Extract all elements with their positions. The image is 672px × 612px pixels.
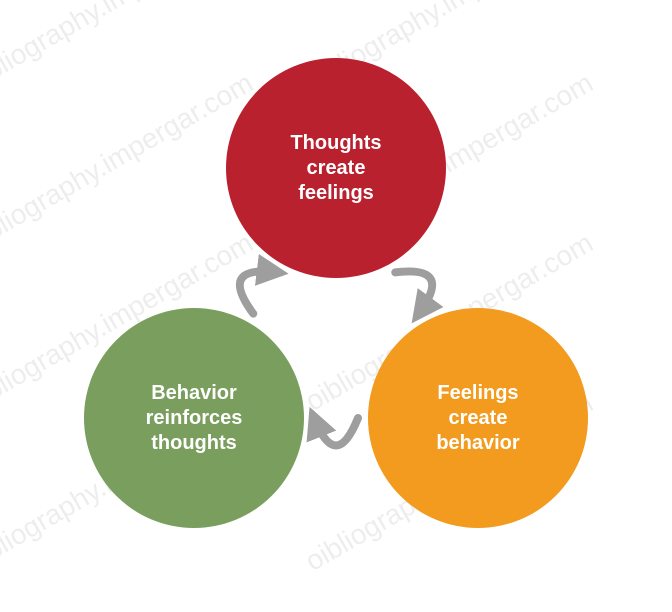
node-behavior: Behaviorreinforcesthoughts [84, 308, 304, 528]
node-label: Feelingscreatebehavior [436, 381, 519, 456]
arrow-behavior-to-thoughts [240, 271, 277, 313]
watermark-text: oibliography.impergar.com [0, 67, 259, 258]
watermark-text: oibliography.impergar.com [0, 0, 259, 98]
node-label: Thoughtscreatefeelings [290, 131, 381, 206]
arrow-thoughts-to-feelings [395, 271, 432, 313]
cycle-diagram: oibliography.impergar.comoibliography.im… [0, 0, 672, 612]
node-thoughts: Thoughtscreatefeelings [226, 58, 446, 278]
arrow-feelings-to-behavior [314, 418, 358, 446]
node-label: Behaviorreinforcesthoughts [146, 381, 243, 456]
node-feelings: Feelingscreatebehavior [368, 308, 588, 528]
